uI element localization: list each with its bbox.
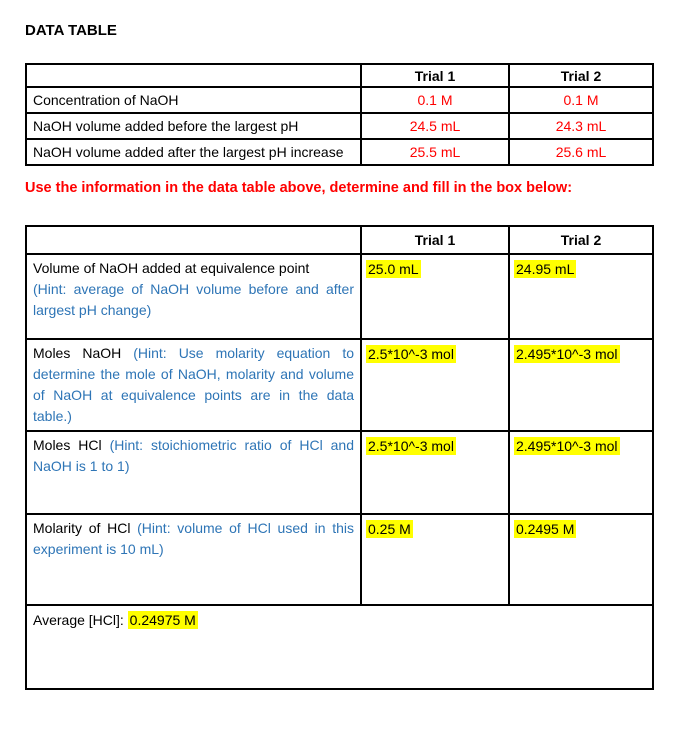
row-label-volume-equivalence: Volume of NaOH added at equivalence poin… <box>25 253 362 340</box>
row-label-concentration-naoh: Concentration of NaOH <box>25 86 362 114</box>
answer-moles-naoh-trial2[interactable]: 2.495*10^-3 mol <box>508 338 654 432</box>
highlighted-value: 2.5*10^-3 mol <box>366 437 456 455</box>
table-row: Moles HCl (Hint: stoichiometric ratio of… <box>25 430 654 515</box>
label-text: Volume of NaOH added at equivalence poin… <box>33 260 310 276</box>
results-table-header-row: Trial 1 Trial 2 <box>25 225 654 255</box>
highlighted-value: 0.25 M <box>366 520 413 538</box>
hint-text: (Hint: Use molarity equation to determin… <box>33 345 354 424</box>
empty-header-cell <box>25 225 362 255</box>
average-hcl-value: 0.24975 M <box>127 611 198 629</box>
value-volume-before-trial2[interactable]: 24.3 mL <box>508 112 654 140</box>
highlighted-value: 2.5*10^-3 mol <box>366 345 456 363</box>
label-text: Moles NaOH <box>33 345 122 361</box>
table-row: NaOH volume added before the largest pH … <box>25 112 654 140</box>
hint-text: (Hint: stoichiometric ratio of HCl and N… <box>33 437 354 474</box>
instruction-text: Use the information in the data table ab… <box>25 180 573 196</box>
highlighted-value: 2.495*10^-3 mol <box>514 437 620 455</box>
table-row: Concentration of NaOH 0.1 M 0.1 M <box>25 86 654 114</box>
label-text: Moles HCl <box>33 437 102 453</box>
value-concentration-trial1[interactable]: 0.1 M <box>360 86 510 114</box>
results-table-header-trial2: Trial 2 <box>508 225 654 255</box>
average-hcl-label: Average [HCl]: <box>33 612 128 628</box>
table-row: Volume of NaOH added at equivalence poin… <box>25 253 654 340</box>
answer-volume-equivalence-trial1[interactable]: 25.0 mL <box>360 253 510 340</box>
answer-molarity-hcl-trial1[interactable]: 0.25 M <box>360 513 510 606</box>
answer-volume-equivalence-trial2[interactable]: 24.95 mL <box>508 253 654 340</box>
data-table-header-row: Trial 1 Trial 2 <box>25 63 654 88</box>
highlighted-value: 25.0 mL <box>366 260 421 278</box>
table-row: Moles NaOH (Hint: Use molarity equation … <box>25 338 654 432</box>
average-hcl-cell[interactable]: Average [HCl]: 0.24975 M <box>25 604 654 690</box>
results-table-header-trial1: Trial 1 <box>360 225 510 255</box>
row-label-moles-naoh: Moles NaOH (Hint: Use molarity equation … <box>25 338 362 432</box>
highlighted-value: 0.2495 M <box>514 520 577 538</box>
row-label-moles-hcl: Moles HCl (Hint: stoichiometric ratio of… <box>25 430 362 515</box>
row-label-volume-before: NaOH volume added before the largest pH <box>25 112 362 140</box>
table-row: Average [HCl]: 0.24975 M <box>25 604 654 690</box>
table-row: Molarity of HCl (Hint: volume of HCl use… <box>25 513 654 606</box>
data-table-header-trial1: Trial 1 <box>360 63 510 88</box>
table-row: NaOH volume added after the largest pH i… <box>25 138 654 166</box>
data-table-header-trial2: Trial 2 <box>508 63 654 88</box>
hint-text: (Hint: average of NaOH volume before and… <box>33 281 354 318</box>
answer-molarity-hcl-trial2[interactable]: 0.2495 M <box>508 513 654 606</box>
highlighted-value: 24.95 mL <box>514 260 577 278</box>
value-volume-after-trial2[interactable]: 25.6 mL <box>508 138 654 166</box>
value-volume-after-trial1[interactable]: 25.5 mL <box>360 138 510 166</box>
label-text: Molarity of HCl <box>33 520 131 536</box>
worksheet-page: DATA TABLE Trial 1 Trial 2 Concentration… <box>25 22 654 690</box>
page-title: DATA TABLE <box>25 22 117 39</box>
data-table: Trial 1 Trial 2 Concentration of NaOH 0.… <box>25 63 654 166</box>
answer-moles-hcl-trial1[interactable]: 2.5*10^-3 mol <box>360 430 510 515</box>
hint-text: (Hint: volume of HCl used in this experi… <box>33 520 355 557</box>
row-label-volume-after: NaOH volume added after the largest pH i… <box>25 138 362 166</box>
empty-header-cell <box>25 63 362 88</box>
row-label-molarity-hcl: Molarity of HCl (Hint: volume of HCl use… <box>25 513 362 606</box>
answer-moles-naoh-trial1[interactable]: 2.5*10^-3 mol <box>360 338 510 432</box>
answer-moles-hcl-trial2[interactable]: 2.495*10^-3 mol <box>508 430 654 515</box>
value-volume-before-trial1[interactable]: 24.5 mL <box>360 112 510 140</box>
results-table: Trial 1 Trial 2 Volume of NaOH added at … <box>25 225 654 690</box>
highlighted-value: 2.495*10^-3 mol <box>514 345 620 363</box>
value-concentration-trial2[interactable]: 0.1 M <box>508 86 654 114</box>
